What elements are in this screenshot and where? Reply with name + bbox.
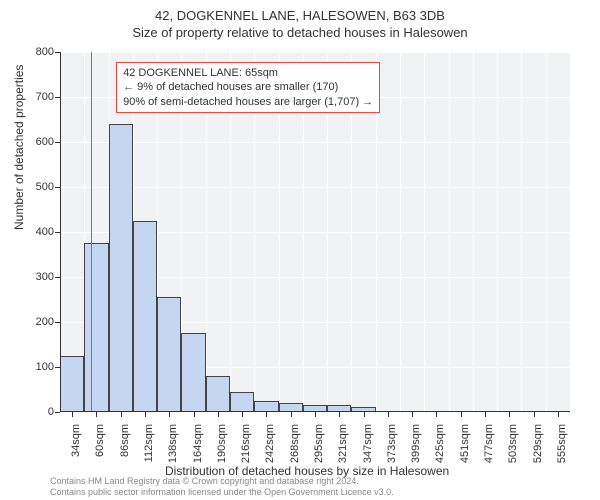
attribution-line1: Contains HM Land Registry data © Crown c… <box>50 476 394 487</box>
y-axis-title: Number of detached properties <box>12 65 26 230</box>
annotation-line3: 90% of semi-detached houses are larger (… <box>123 95 373 109</box>
gridline-v <box>521 52 522 412</box>
x-tick <box>558 412 559 417</box>
x-tick <box>436 412 437 417</box>
attribution: Contains HM Land Registry data © Crown c… <box>50 476 394 498</box>
x-tick-label: 34sqm <box>70 418 82 457</box>
x-tick <box>218 412 219 417</box>
x-tick <box>412 412 413 417</box>
gridline-v <box>473 52 474 412</box>
x-tick <box>339 412 340 417</box>
x-tick <box>145 412 146 417</box>
x-tick <box>96 412 97 417</box>
x-tick-label: 321sqm <box>337 418 349 463</box>
x-tick-label: 555sqm <box>556 418 568 463</box>
x-tick <box>242 412 243 417</box>
x-tick-label: 216sqm <box>240 418 252 463</box>
page-title-line2: Size of property relative to detached ho… <box>0 23 600 40</box>
x-tick-label: 503sqm <box>507 418 519 463</box>
marker-line <box>91 52 92 412</box>
gridline-h <box>60 52 570 53</box>
x-tick-label: 190sqm <box>216 418 228 463</box>
histogram-bar <box>206 376 230 412</box>
x-tick-label: 425sqm <box>434 418 446 463</box>
gridline-v <box>424 52 425 412</box>
annotation-line2: ← 9% of detached houses are smaller (170… <box>123 80 373 94</box>
attribution-line2: Contains public sector information licen… <box>50 487 394 498</box>
gridline-v <box>449 52 450 412</box>
histogram-bar <box>109 124 133 412</box>
gridline-h <box>60 187 570 188</box>
y-tick-label: 400 <box>36 226 60 238</box>
x-tick-label: 112sqm <box>143 418 155 462</box>
gridline-v <box>570 52 571 412</box>
histogram-bar <box>181 333 205 412</box>
x-tick-label: 60sqm <box>94 418 106 457</box>
histogram-bar <box>133 221 157 412</box>
y-tick-label: 800 <box>36 46 60 58</box>
x-tick <box>291 412 292 417</box>
y-tick-label: 0 <box>48 406 60 418</box>
histogram-bar <box>230 392 254 412</box>
x-tick <box>509 412 510 417</box>
x-tick <box>266 412 267 417</box>
x-tick <box>364 412 365 417</box>
gridline-h <box>60 142 570 143</box>
y-tick-label: 600 <box>36 136 60 148</box>
x-tick-label: 295sqm <box>313 418 325 463</box>
y-tick-label: 700 <box>36 91 60 103</box>
x-tick <box>315 412 316 417</box>
y-tick-label: 300 <box>36 271 60 283</box>
x-tick-label: 373sqm <box>386 418 398 463</box>
axis-bottom <box>60 411 570 412</box>
histogram-bar <box>60 356 84 412</box>
x-tick <box>121 412 122 417</box>
x-tick <box>461 412 462 417</box>
x-tick <box>534 412 535 417</box>
gridline-v <box>546 52 547 412</box>
x-tick-label: 164sqm <box>192 418 204 463</box>
axis-left <box>60 52 61 412</box>
x-tick-label: 529sqm <box>532 418 544 463</box>
x-tick <box>485 412 486 417</box>
gridline-v <box>497 52 498 412</box>
annotation-line1: 42 DOGKENNEL LANE: 65sqm <box>123 66 373 80</box>
x-tick-label: 451sqm <box>459 418 471 463</box>
y-tick-label: 100 <box>36 361 60 373</box>
page-title-line1: 42, DOGKENNEL LANE, HALESOWEN, B63 3DB <box>0 0 600 23</box>
annotation-box: 42 DOGKENNEL LANE: 65sqm ← 9% of detache… <box>116 62 380 113</box>
x-tick-label: 268sqm <box>289 418 301 463</box>
x-tick-label: 138sqm <box>167 418 179 463</box>
y-tick-label: 200 <box>36 316 60 328</box>
histogram-bar <box>84 243 108 412</box>
x-tick <box>194 412 195 417</box>
x-tick-label: 242sqm <box>264 418 276 463</box>
x-tick <box>388 412 389 417</box>
x-tick-label: 347sqm <box>362 418 374 463</box>
chart-area: 0100200300400500600700800 34sqm60sqm86sq… <box>60 52 570 412</box>
gridline-v <box>400 52 401 412</box>
x-tick <box>169 412 170 417</box>
x-tick-label: 86sqm <box>119 418 131 457</box>
x-tick-label: 399sqm <box>410 418 422 463</box>
x-tick <box>72 412 73 417</box>
histogram-bar <box>157 297 181 412</box>
x-tick-label: 477sqm <box>483 418 495 463</box>
y-tick-label: 500 <box>36 181 60 193</box>
